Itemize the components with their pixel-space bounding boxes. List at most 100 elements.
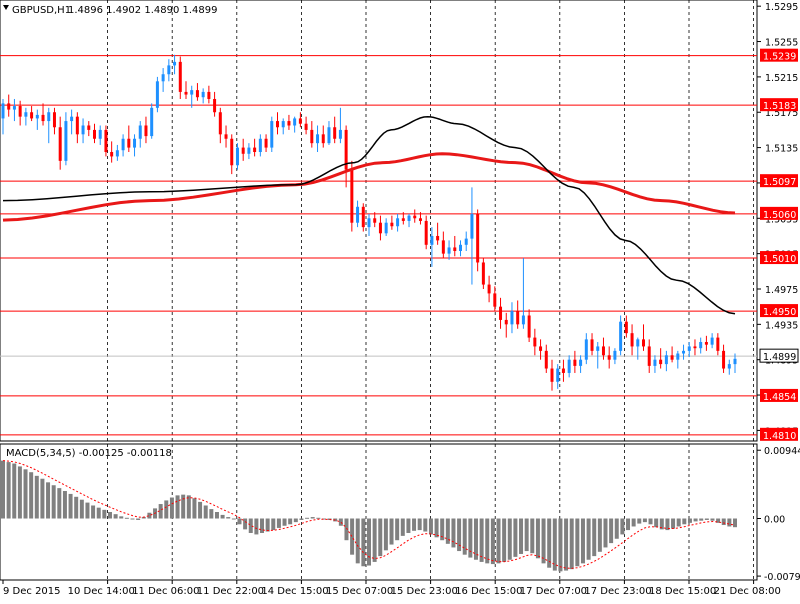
candle[interactable]: [327, 121, 331, 145]
candle[interactable]: [253, 138, 257, 157]
candle[interactable]: [550, 359, 554, 391]
candle[interactable]: [664, 350, 668, 372]
candle[interactable]: [133, 134, 137, 157]
candle[interactable]: [613, 348, 617, 365]
candle[interactable]: [676, 350, 680, 369]
candle[interactable]: [464, 231, 468, 251]
candle[interactable]: [390, 215, 394, 230]
candle[interactable]: [436, 222, 440, 245]
candle[interactable]: [287, 114, 291, 130]
candle[interactable]: [110, 141, 114, 163]
candle[interactable]: [561, 359, 565, 382]
candle[interactable]: [424, 215, 428, 250]
candle[interactable]: [218, 107, 222, 144]
candle[interactable]: [636, 337, 640, 360]
candle[interactable]: [293, 116, 297, 133]
candle[interactable]: [527, 309, 531, 343]
candle[interactable]: [459, 240, 462, 257]
candle[interactable]: [12, 98, 16, 122]
candle[interactable]: [579, 355, 583, 373]
candle[interactable]: [418, 212, 422, 225]
candle[interactable]: [304, 116, 308, 135]
candle[interactable]: [407, 213, 411, 228]
candle[interactable]: [710, 333, 714, 349]
candle[interactable]: [161, 68, 165, 92]
candle[interactable]: [344, 125, 348, 188]
candle[interactable]: [81, 118, 85, 144]
candle[interactable]: [504, 312, 508, 338]
candle[interactable]: [70, 109, 74, 135]
candle[interactable]: [155, 76, 159, 113]
candle[interactable]: [441, 231, 445, 259]
candle[interactable]: [682, 344, 686, 360]
candle[interactable]: [321, 125, 325, 148]
candle[interactable]: [470, 187, 474, 285]
macd-panel[interactable]: [0, 443, 758, 581]
candle[interactable]: [481, 258, 485, 289]
candle[interactable]: [207, 85, 211, 104]
candle[interactable]: [487, 275, 491, 303]
candle[interactable]: [138, 121, 142, 148]
candle[interactable]: [733, 353, 737, 373]
candle[interactable]: [413, 209, 417, 223]
candle[interactable]: [230, 134, 234, 175]
candle[interactable]: [584, 333, 588, 365]
candle[interactable]: [687, 342, 691, 358]
candle[interactable]: [356, 200, 360, 228]
candle[interactable]: [378, 215, 382, 241]
candle[interactable]: [704, 335, 708, 351]
candle[interactable]: [619, 315, 623, 356]
candle[interactable]: [75, 112, 79, 144]
candle[interactable]: [727, 359, 731, 375]
candle[interactable]: [693, 339, 697, 356]
candle[interactable]: [544, 344, 548, 373]
candle[interactable]: [607, 346, 611, 369]
candle[interactable]: [453, 235, 457, 257]
candle[interactable]: [516, 300, 520, 329]
candle[interactable]: [316, 125, 320, 153]
candle[interactable]: [493, 286, 497, 312]
candle[interactable]: [7, 94, 11, 117]
candle[interactable]: [64, 112, 68, 166]
candle[interactable]: [264, 134, 268, 153]
candle[interactable]: [447, 240, 451, 260]
candle[interactable]: [213, 91, 217, 117]
candle[interactable]: [241, 138, 245, 161]
candle[interactable]: [150, 103, 154, 139]
candle[interactable]: [333, 116, 337, 144]
candle[interactable]: [144, 116, 148, 144]
candle[interactable]: [52, 107, 56, 135]
candle[interactable]: [281, 118, 285, 135]
candle[interactable]: [590, 333, 594, 356]
candle[interactable]: [104, 125, 108, 157]
candle[interactable]: [167, 59, 171, 82]
candle[interactable]: [659, 348, 663, 369]
candle[interactable]: [127, 125, 131, 153]
candle[interactable]: [670, 346, 674, 363]
candle[interactable]: [361, 203, 365, 232]
candle[interactable]: [510, 302, 514, 334]
candle[interactable]: [596, 342, 600, 369]
candle[interactable]: [195, 83, 199, 101]
candle[interactable]: [396, 213, 400, 232]
candle[interactable]: [98, 125, 102, 145]
candle[interactable]: [18, 100, 22, 126]
candle[interactable]: [350, 160, 354, 232]
candle[interactable]: [624, 315, 628, 338]
candle[interactable]: [258, 134, 262, 157]
candle[interactable]: [573, 350, 577, 373]
candle[interactable]: [367, 213, 371, 236]
candle[interactable]: [41, 103, 45, 126]
candle[interactable]: [642, 324, 645, 351]
candle[interactable]: [184, 81, 188, 99]
candle[interactable]: [276, 112, 279, 135]
candle[interactable]: [93, 123, 96, 144]
candle[interactable]: [35, 109, 39, 130]
candle[interactable]: [533, 328, 537, 356]
candle[interactable]: [30, 106, 34, 122]
candle[interactable]: [1, 98, 5, 135]
candle[interactable]: [224, 125, 228, 148]
candle[interactable]: [115, 144, 119, 161]
candle[interactable]: [338, 107, 342, 144]
slow-moving-average-line[interactable]: [2, 152, 736, 222]
